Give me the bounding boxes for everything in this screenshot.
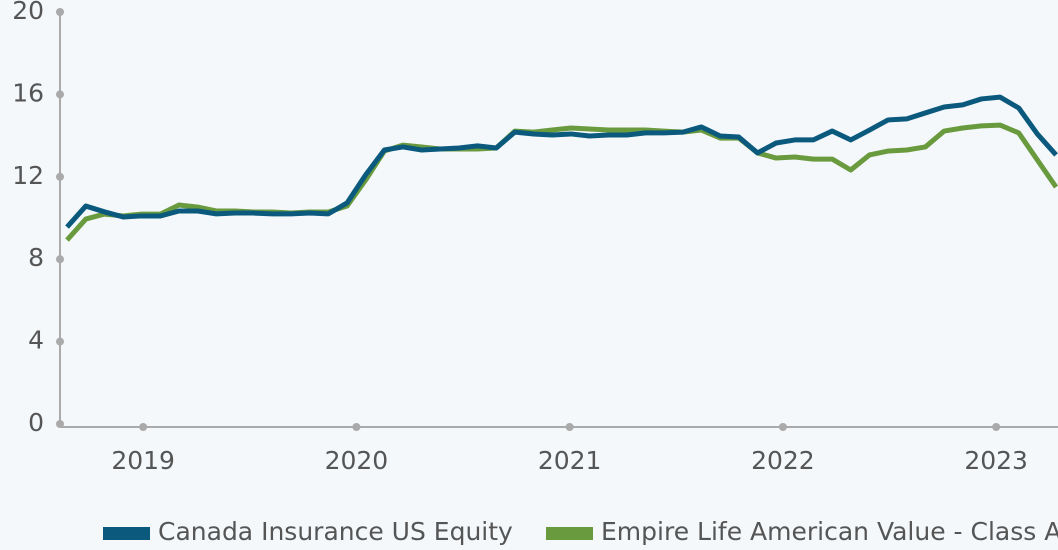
x-tick-label: 2019 (111, 446, 175, 475)
y-tick (56, 255, 64, 264)
x-tick (565, 423, 574, 431)
y-tick (56, 337, 64, 346)
legend-swatch (546, 527, 593, 540)
y-tick-label: 20 (12, 0, 44, 25)
y-tick-label: 8 (28, 243, 44, 272)
y-tick-label: 4 (28, 326, 44, 355)
x-tick-label: 2023 (964, 446, 1028, 475)
series-line (65, 94, 1058, 229)
y-tick (56, 90, 64, 99)
x-tick (778, 423, 787, 431)
y-tick-label: 12 (12, 161, 44, 190)
legend-label: Empire Life American Value - Class A (601, 517, 1058, 546)
x-tick-label: 2020 (325, 446, 389, 475)
y-tick (56, 420, 64, 428)
y-tick (56, 172, 64, 181)
x-tick (352, 423, 361, 431)
x-tick-label: 2021 (538, 446, 602, 475)
legend-swatch (103, 527, 150, 540)
x-tick (139, 423, 148, 431)
y-tick-label: 16 (12, 78, 44, 107)
x-tick (992, 423, 1001, 431)
y-tick (56, 8, 64, 16)
series-line (65, 122, 1058, 242)
x-tick-label: 2022 (751, 446, 815, 475)
y-tick-label: 0 (28, 408, 44, 437)
legend-label: Canada Insurance US Equity (158, 517, 513, 546)
